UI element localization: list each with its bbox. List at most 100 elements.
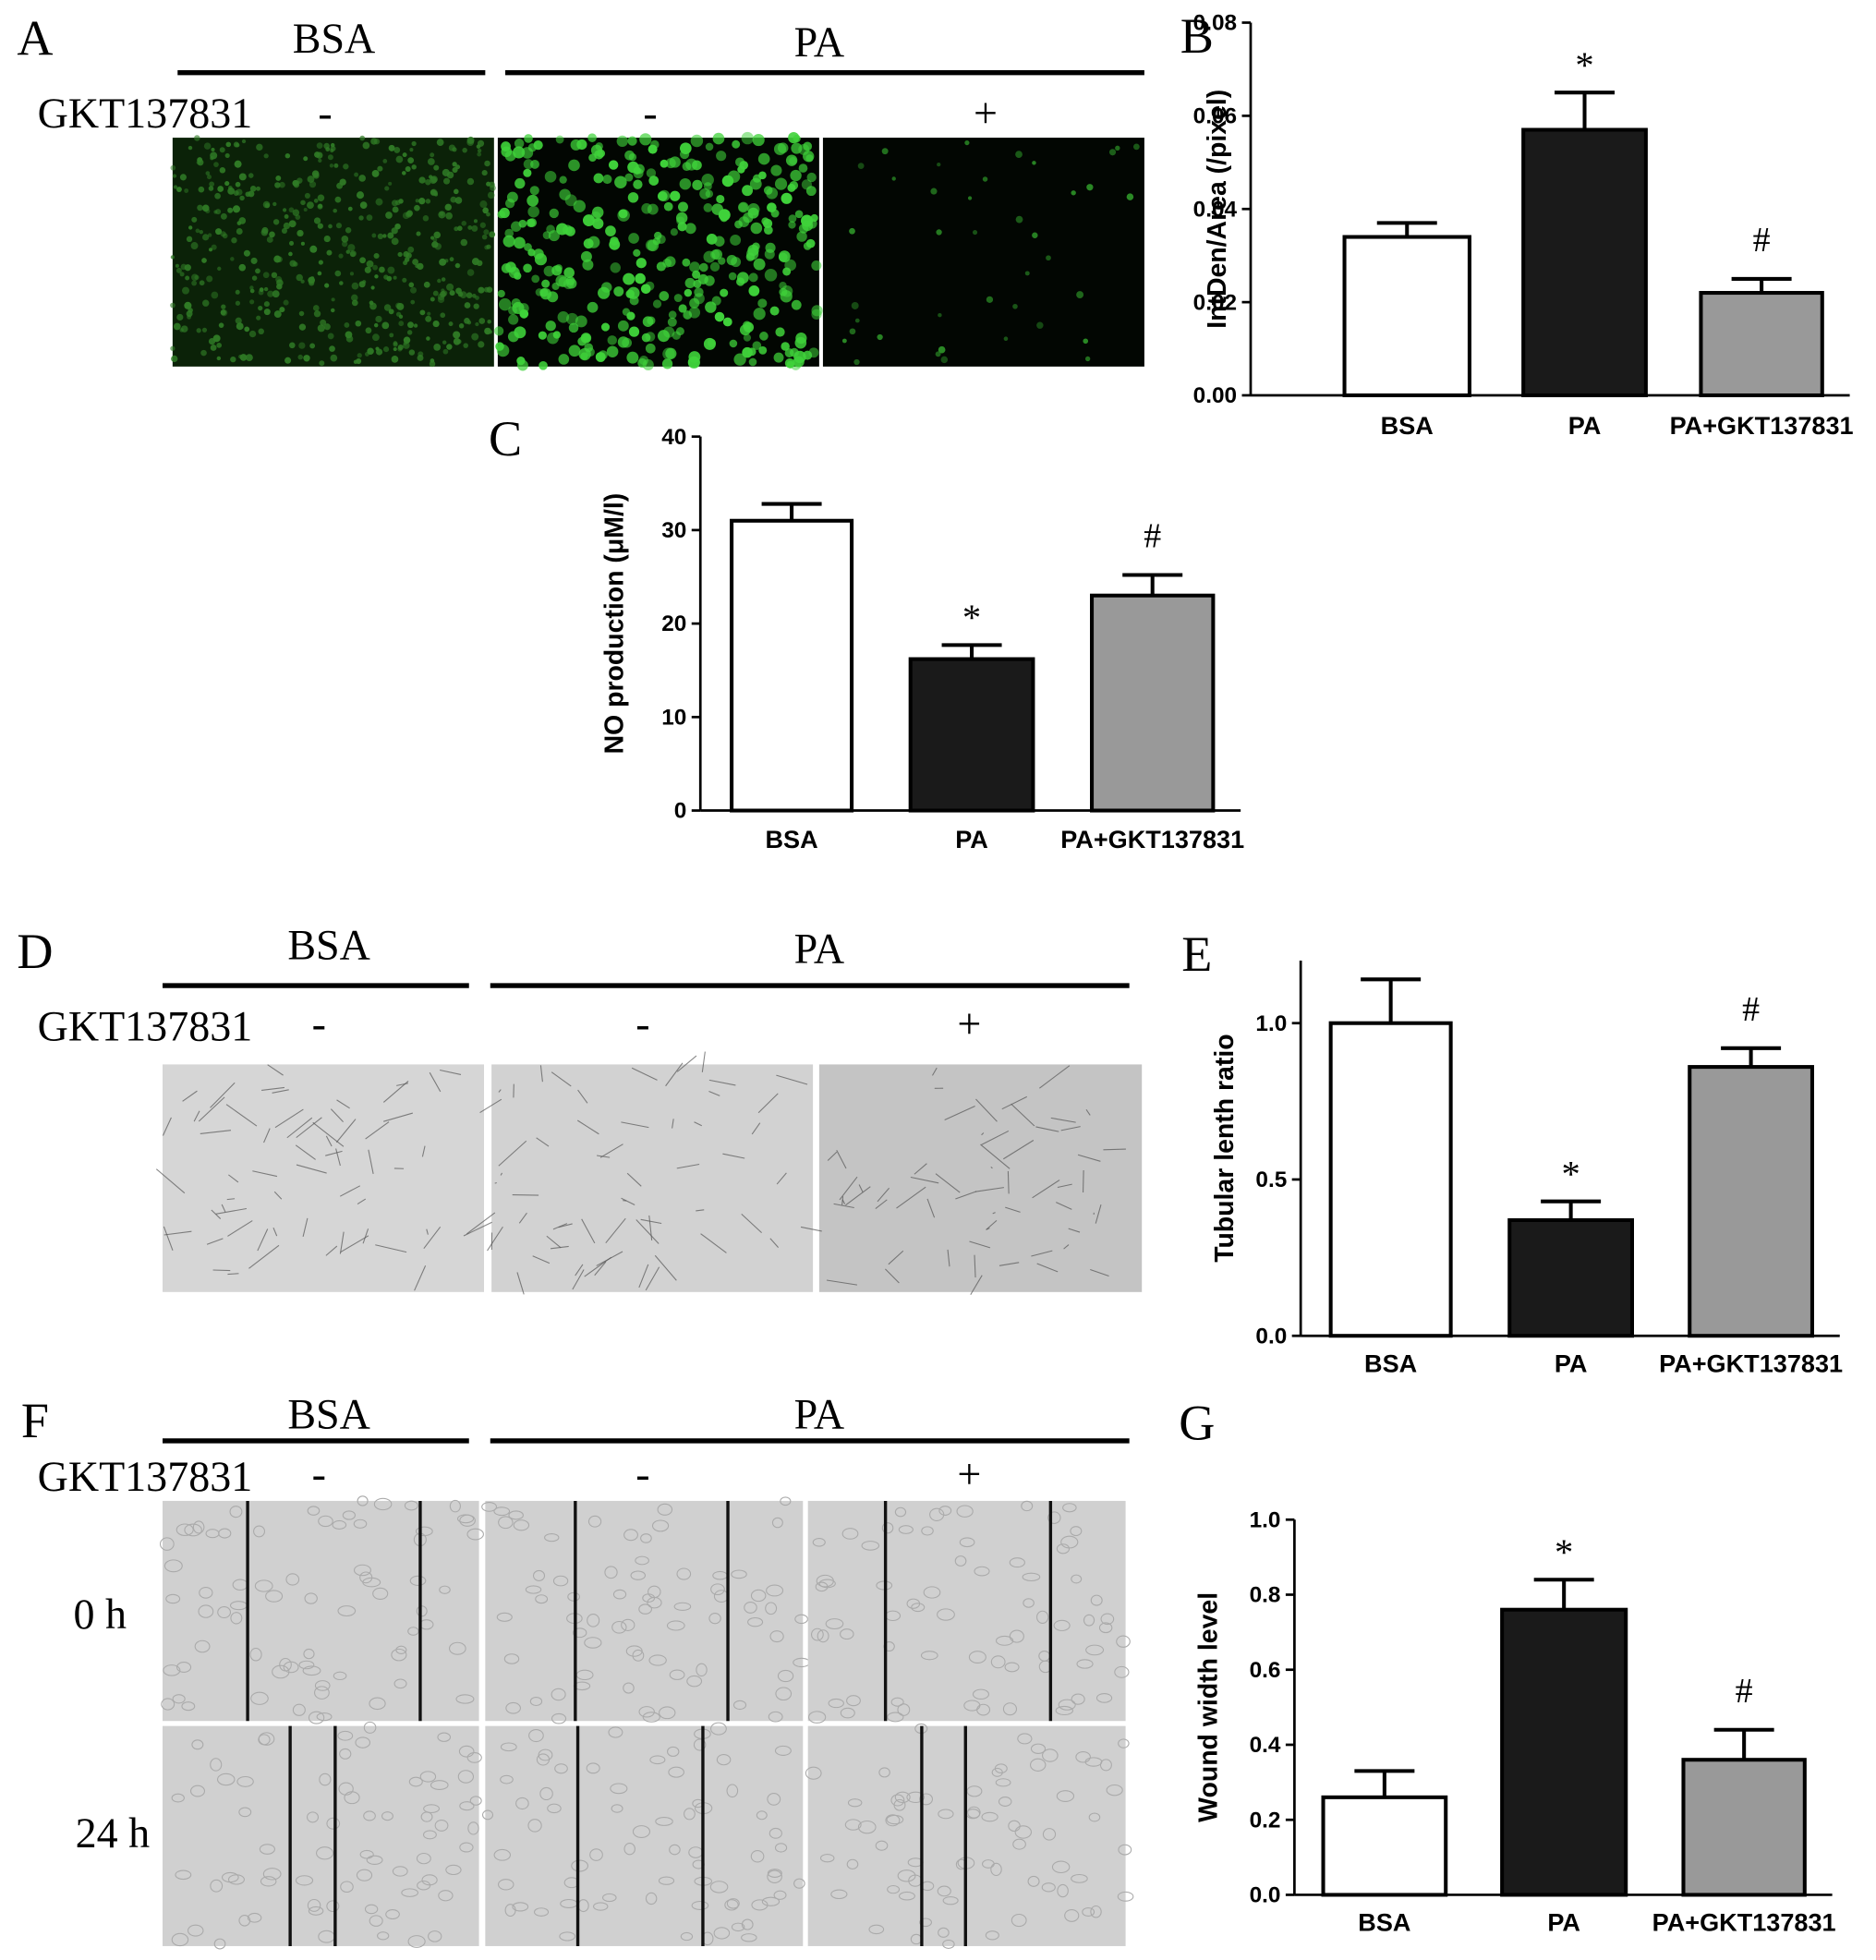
- y-tick-label: 0.0: [1255, 1324, 1287, 1349]
- cell: [335, 223, 343, 229]
- cell: [1083, 338, 1089, 345]
- cell: [411, 164, 417, 170]
- cell: [847, 1798, 863, 1808]
- tube: [500, 1172, 503, 1176]
- y-tick-label: 0.8: [1250, 1583, 1281, 1608]
- tube: [974, 1254, 976, 1278]
- cell: [441, 277, 446, 282]
- cell: [457, 225, 463, 232]
- cell: [575, 315, 587, 328]
- tube: [885, 1268, 900, 1284]
- cell: [388, 181, 393, 186]
- cell: [180, 325, 188, 333]
- cell: [857, 163, 865, 170]
- cell: [701, 174, 714, 187]
- cell: [791, 299, 802, 310]
- tube: [990, 1166, 993, 1169]
- cell: [483, 229, 490, 236]
- tube: [1077, 1154, 1101, 1162]
- tube: [836, 1149, 847, 1169]
- cell: [403, 250, 410, 258]
- tube: [210, 1082, 236, 1108]
- cell: [752, 341, 762, 350]
- cell: [442, 340, 447, 345]
- cell: [175, 187, 182, 193]
- cell: [722, 317, 732, 327]
- cell: [764, 269, 778, 282]
- cell: [358, 215, 364, 221]
- cell: [392, 1866, 408, 1877]
- cell: [731, 257, 742, 268]
- cell: [494, 326, 504, 336]
- cell: [898, 1525, 914, 1534]
- cell: [382, 234, 387, 238]
- cell: [741, 1933, 757, 1942]
- tube: [368, 1149, 374, 1174]
- cell: [1003, 336, 1009, 342]
- cell: [314, 1680, 331, 1691]
- cell: [273, 310, 282, 319]
- cell: [642, 1712, 660, 1723]
- cell: [623, 1843, 635, 1856]
- cell: [307, 1506, 321, 1516]
- cell: [171, 1932, 189, 1947]
- cell: [372, 333, 380, 342]
- cell: [455, 1694, 475, 1704]
- cell: [457, 291, 464, 297]
- cell: [370, 285, 375, 290]
- cell: [747, 207, 759, 219]
- cell: [645, 332, 656, 342]
- cell: [665, 347, 677, 359]
- cell: [774, 177, 788, 190]
- x-tick-label: PA: [955, 825, 988, 853]
- cell: [808, 347, 819, 358]
- cell: [968, 1651, 986, 1664]
- cell: [379, 266, 385, 273]
- cell: [195, 228, 200, 234]
- cell: [775, 1687, 793, 1701]
- cell: [391, 237, 399, 246]
- cell: [359, 1849, 374, 1859]
- cell: [260, 1876, 277, 1887]
- cell: [718, 257, 726, 265]
- cell: [684, 277, 696, 289]
- cell: [641, 203, 652, 214]
- cell: [369, 1915, 383, 1927]
- cell: [410, 286, 418, 294]
- cell: [436, 139, 444, 147]
- cell: [512, 301, 525, 315]
- cell: [523, 159, 534, 170]
- cell: [552, 331, 561, 339]
- panel-label: G: [1179, 1396, 1215, 1451]
- cell: [351, 294, 358, 302]
- cell: [1076, 291, 1084, 299]
- cell: [469, 1796, 482, 1806]
- cell: [274, 182, 281, 188]
- cell: [538, 1748, 553, 1761]
- cell: [602, 174, 612, 185]
- tube: [552, 1223, 568, 1230]
- cell: [1015, 151, 1023, 159]
- cell: [608, 160, 619, 170]
- tube: [596, 1155, 611, 1158]
- cell: [942, 1939, 955, 1949]
- cell: [340, 1881, 354, 1893]
- cell: [707, 338, 716, 347]
- tube: [776, 1074, 808, 1085]
- cell: [1114, 1665, 1130, 1678]
- cell: [995, 1778, 1011, 1787]
- cell: [437, 293, 445, 301]
- cell: [1090, 1594, 1103, 1606]
- cell: [670, 228, 678, 236]
- tube: [228, 1174, 239, 1183]
- cell: [471, 333, 479, 341]
- cell: [445, 1864, 462, 1876]
- cell: [288, 207, 295, 213]
- cell: [439, 1585, 451, 1594]
- cell: [527, 205, 539, 218]
- tube: [741, 1214, 762, 1234]
- cell: [686, 1675, 703, 1688]
- cell: [300, 241, 305, 246]
- cell: [289, 240, 295, 246]
- cell: [995, 1635, 1014, 1646]
